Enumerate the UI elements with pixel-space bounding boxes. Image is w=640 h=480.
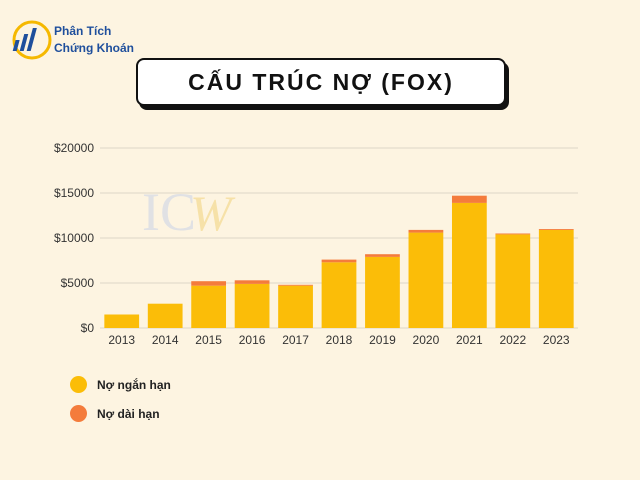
- y-tick-label: $20000: [54, 141, 94, 155]
- legend-item-short-term: Nợ ngắn hạn: [70, 376, 171, 393]
- x-tick-label: 2022: [499, 333, 526, 347]
- bar-long-term: [408, 229, 444, 233]
- bar-short-term: [191, 285, 227, 328]
- bar-short-term: [538, 229, 574, 328]
- watermark-logo-icon: IC W: [142, 182, 236, 238]
- bar-long-term: [451, 195, 487, 203]
- bar-short-term: [365, 256, 400, 328]
- bar-short-term: [321, 262, 357, 328]
- brand-line-2: Chứng Khoán: [54, 41, 135, 55]
- bar-long-term: [234, 280, 270, 284]
- bar-long-term: [495, 233, 531, 235]
- brand-line-1: Phân Tích: [54, 24, 112, 38]
- chart-title: CẤU TRÚC NỢ (FOX): [188, 68, 454, 95]
- bar-long-term: [538, 229, 574, 230]
- x-tick-label: 2015: [195, 333, 222, 347]
- legend-swatch-short-term: [70, 376, 87, 393]
- legend-swatch-long-term: [70, 405, 87, 422]
- y-tick-label: $15000: [54, 186, 94, 200]
- x-tick-label: 2021: [456, 333, 483, 347]
- bar-short-term: [451, 202, 487, 328]
- legend-item-long-term: Nợ dài hạn: [70, 405, 160, 422]
- svg-text:IC: IC: [142, 182, 196, 238]
- x-tick-label: 2013: [108, 333, 135, 347]
- bar-long-term: [365, 254, 400, 257]
- y-tick-label: $10000: [54, 231, 94, 245]
- svg-text:W: W: [190, 185, 236, 238]
- legend-label-short-term: Nợ ngắn hạn: [97, 377, 171, 392]
- debt-structure-chart: $0 $5000 $10000 $15000 $20000 2013 2014 2015 201…: [54, 141, 578, 347]
- x-tick-label: 2020: [413, 333, 440, 347]
- brand-logo-icon: [12, 20, 52, 60]
- bar-short-term: [278, 285, 313, 328]
- bar-short-term: [234, 283, 270, 328]
- bar-long-term: [191, 281, 227, 286]
- bar-long-term: [321, 259, 357, 263]
- x-tick-label: 2014: [152, 333, 179, 347]
- x-tick-label: 2023: [543, 333, 570, 347]
- chart-title-box: CẤU TRÚC NỢ (FOX): [136, 58, 506, 106]
- bar-short-term: [408, 232, 444, 328]
- x-tick-label: 2019: [369, 333, 396, 347]
- x-tick-label: 2018: [326, 333, 353, 347]
- y-tick-label: $5000: [61, 276, 95, 290]
- bar-short-term: [104, 314, 140, 328]
- bar-short-term: [147, 303, 183, 328]
- x-tick-label: 2017: [282, 333, 309, 347]
- bar-short-term: [495, 234, 531, 328]
- brand-name: Phân Tích Chứng Khoán: [54, 23, 134, 57]
- y-tick-label: $0: [81, 321, 95, 335]
- legend-label-long-term: Nợ dài hạn: [97, 406, 160, 421]
- x-tick-label: 2016: [239, 333, 266, 347]
- bar-long-term: [278, 284, 313, 286]
